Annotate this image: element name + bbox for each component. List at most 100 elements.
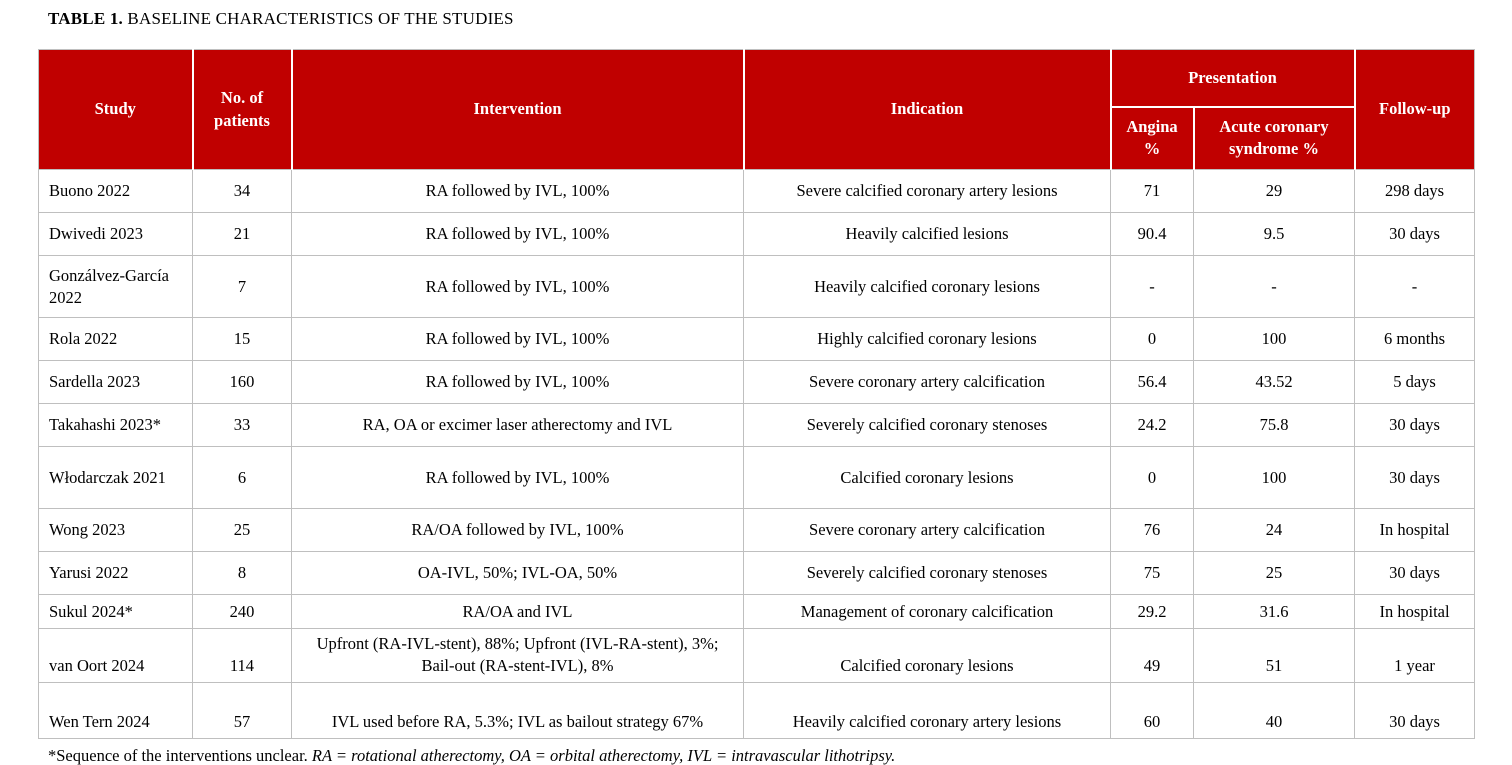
table-row: Buono 2022 34 RA followed by IVL, 100% Seve…	[38, 169, 1476, 213]
intervention-cell: Upfront (RA-IVL-stent), 88%; Upfront (IV…	[291, 628, 744, 683]
patients-cell: 240	[192, 594, 292, 629]
acs-cell: 75.8	[1192, 403, 1356, 447]
angina-cell: 49	[1110, 628, 1194, 683]
acs-cell: 100	[1192, 446, 1356, 509]
intervention-cell: RA followed by IVL, 100%	[291, 360, 744, 404]
table-row: Włodarczak 2021 6 RA followed by IVL, 100%…	[38, 446, 1476, 509]
study-cell: Takahashi 2023*	[38, 403, 193, 447]
followup-cell: 30 days	[1354, 403, 1476, 447]
study-cell: van Oort 2024	[38, 628, 193, 683]
table-title: TABLE 1. BASELINE CHARACTERISTICS OF THE…	[48, 9, 1512, 29]
footnote-abbreviations: RA = rotational atherectomy, OA = orbita…	[311, 746, 896, 765]
table-row: Sardella 2023 160 RA followed by IVL, 100%…	[38, 360, 1476, 404]
table-body: Buono 2022 34 RA followed by IVL, 100% Seve…	[38, 169, 1476, 739]
baseline-characteristics-table: Study No. of patients Intervention Indic…	[38, 49, 1476, 739]
angina-cell: 56.4	[1110, 360, 1194, 404]
patients-cell: 114	[192, 628, 292, 683]
patients-cell: 25	[192, 508, 292, 552]
angina-cell: 0	[1110, 317, 1194, 361]
acs-cell: 24	[1192, 508, 1356, 552]
header-intervention: Intervention	[290, 49, 744, 170]
study-cell: Sukul 2024*	[38, 594, 193, 629]
table-row: van Oort 2024 114 Upfront (RA-IVL-stent), …	[38, 628, 1476, 683]
study-cell: Rola 2022	[38, 317, 193, 361]
angina-cell: -	[1110, 255, 1194, 318]
study-cell: Buono 2022	[38, 169, 193, 213]
study-cell: Yarusi 2022	[38, 551, 193, 595]
followup-cell: 30 days	[1354, 682, 1476, 739]
followup-cell: 30 days	[1354, 446, 1476, 509]
study-cell: Wen Tern 2024	[38, 682, 193, 739]
acs-cell: -	[1192, 255, 1356, 318]
patients-cell: 57	[192, 682, 292, 739]
angina-cell: 75	[1110, 551, 1194, 595]
intervention-cell: RA/OA and IVL	[291, 594, 744, 629]
followup-cell: 30 days	[1354, 551, 1476, 595]
indication-cell: Severely calcified coronary stenoses	[743, 403, 1111, 447]
patients-cell: 15	[192, 317, 292, 361]
intervention-cell: RA/OA followed by IVL, 100%	[291, 508, 744, 552]
angina-cell: 90.4	[1110, 212, 1194, 256]
followup-cell: In hospital	[1354, 508, 1476, 552]
acs-cell: 31.6	[1192, 594, 1356, 629]
intervention-cell: RA followed by IVL, 100%	[291, 255, 744, 318]
followup-cell: -	[1354, 255, 1476, 318]
study-cell: Sardella 2023	[38, 360, 193, 404]
table-title-text: BASELINE CHARACTERISTICS OF THE STUDIES	[122, 9, 514, 28]
indication-cell: Calcified coronary lesions	[743, 628, 1111, 683]
study-cell: Wong 2023	[38, 508, 193, 552]
indication-cell: Heavily calcified coronary lesions	[743, 255, 1111, 318]
indication-cell: Severe coronary artery calcification	[743, 508, 1111, 552]
angina-cell: 71	[1110, 169, 1194, 213]
table-row: Wen Tern 2024 57 IVL used before RA, 5.3%;…	[38, 682, 1476, 739]
angina-cell: 29.2	[1110, 594, 1194, 629]
table-header: Study No. of patients Intervention Indic…	[38, 49, 1475, 170]
header-indication: Indication	[742, 49, 1111, 170]
table-row: Dwivedi 2023 21 RA followed by IVL, 100% He…	[38, 212, 1476, 256]
study-cell: Gonzálvez-García 2022	[38, 255, 193, 318]
acs-cell: 9.5	[1192, 212, 1356, 256]
patients-cell: 7	[192, 255, 292, 318]
angina-cell: 76	[1110, 508, 1194, 552]
footnote: *Sequence of the interventions unclear. …	[48, 746, 1512, 765]
intervention-cell: RA followed by IVL, 100%	[291, 317, 744, 361]
table-row: Takahashi 2023* 33 RA, OA or excimer laser…	[38, 403, 1476, 447]
study-cell: Włodarczak 2021	[38, 446, 193, 509]
intervention-cell: RA followed by IVL, 100%	[291, 446, 744, 509]
patients-cell: 34	[192, 169, 292, 213]
followup-cell: In hospital	[1354, 594, 1476, 629]
header-presentation: Presentation	[1109, 49, 1355, 108]
indication-cell: Severe calcified coronary artery lesions	[743, 169, 1111, 213]
table-row: Gonzálvez-García 2022 7 RA followed by IVL…	[38, 255, 1476, 318]
header-patients: No. of patients	[191, 49, 292, 170]
angina-cell: 60	[1110, 682, 1194, 739]
patients-cell: 8	[192, 551, 292, 595]
table-row: Yarusi 2022 8 OA-IVL, 50%; IVL-OA, 50% Seve…	[38, 551, 1476, 595]
intervention-cell: OA-IVL, 50%; IVL-OA, 50%	[291, 551, 744, 595]
header-row-top: Study No. of patients Intervention Indic…	[38, 49, 1475, 170]
acs-cell: 51	[1192, 628, 1356, 683]
indication-cell: Highly calcified coronary lesions	[743, 317, 1111, 361]
table-row: Wong 2023 25 RA/OA followed by IVL, 100% Se…	[38, 508, 1476, 552]
patients-cell: 6	[192, 446, 292, 509]
followup-cell: 298 days	[1354, 169, 1476, 213]
acs-cell: 29	[1192, 169, 1356, 213]
acs-cell: 40	[1192, 682, 1356, 739]
header-study: Study	[38, 49, 193, 170]
table-title-label: TABLE 1.	[48, 9, 123, 28]
footnote-plain: *Sequence of the interventions unclear.	[48, 746, 312, 765]
indication-cell: Heavily calcified lesions	[743, 212, 1111, 256]
indication-cell: Severely calcified coronary stenoses	[743, 551, 1111, 595]
followup-cell: 6 months	[1354, 317, 1476, 361]
table-row: Sukul 2024* 240 RA/OA and IVL Management of…	[38, 594, 1476, 629]
acs-cell: 43.52	[1192, 360, 1356, 404]
indication-cell: Calcified coronary lesions	[743, 446, 1111, 509]
angina-cell: 0	[1110, 446, 1194, 509]
indication-cell: Severe coronary artery calcification	[743, 360, 1111, 404]
intervention-cell: RA followed by IVL, 100%	[291, 212, 744, 256]
angina-cell: 24.2	[1110, 403, 1194, 447]
followup-cell: 5 days	[1354, 360, 1476, 404]
patients-cell: 33	[192, 403, 292, 447]
header-followup: Follow-up	[1353, 49, 1475, 170]
